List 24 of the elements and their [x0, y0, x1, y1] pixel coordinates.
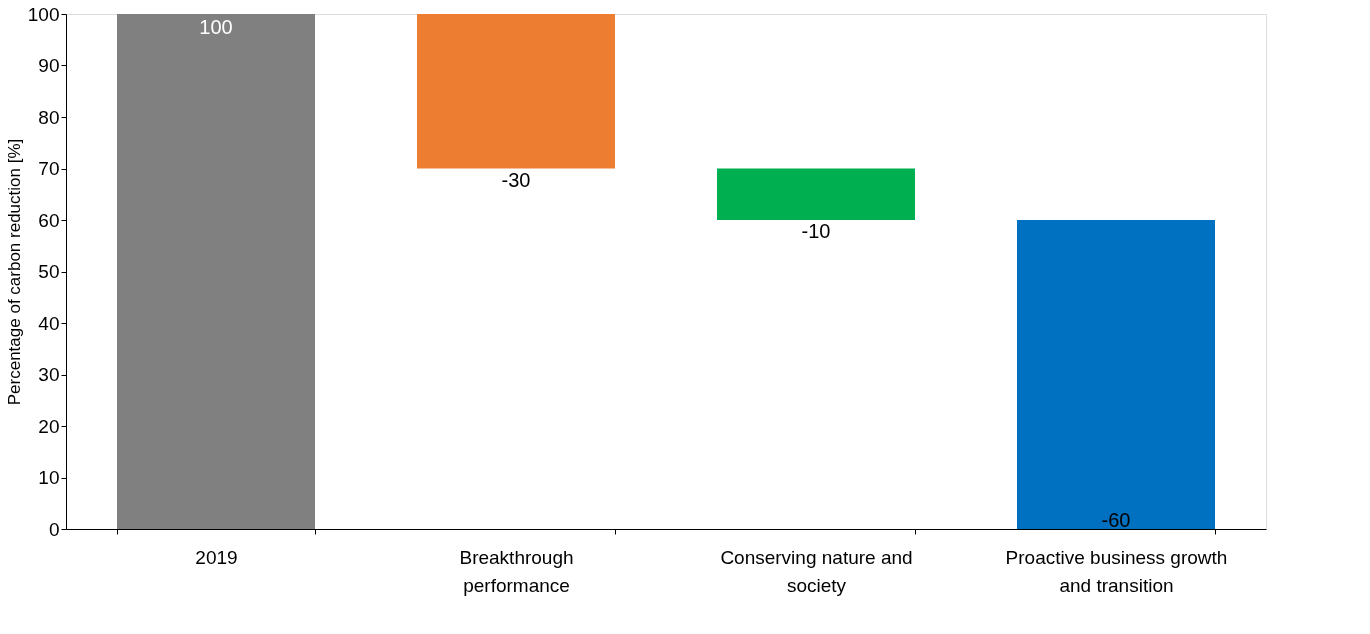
- y-tick-label: 30: [38, 364, 60, 385]
- x-tick-label: Conserving nature and society: [720, 546, 913, 596]
- y-tick-label: 60: [38, 209, 60, 231]
- x-tick-label: Proactive business growth and transition: [1005, 546, 1228, 596]
- y-tick-label: 80: [38, 106, 60, 128]
- y-tick-label: 20: [38, 415, 60, 437]
- bar: [1017, 220, 1215, 529]
- data-label: -60: [1101, 509, 1131, 531]
- y-tick-label: 10: [38, 467, 60, 488]
- y-tick-label: 70: [38, 158, 60, 179]
- y-tick-label: 0: [48, 518, 60, 540]
- y-axis-title: Percentage of carbon reduction [%]: [4, 138, 24, 406]
- data-label: -10: [801, 220, 831, 242]
- y-tick-label: 100: [27, 3, 60, 25]
- x-tick-label: Breakthrough performance: [459, 546, 574, 596]
- y-tick-label: 40: [38, 312, 60, 334]
- bar: [717, 168, 915, 220]
- y-tick-label: 90: [38, 55, 60, 76]
- bar: [417, 14, 615, 169]
- data-label: 100: [199, 16, 233, 38]
- bar: [117, 14, 315, 529]
- x-tick-label: 2019: [195, 546, 238, 568]
- y-tick-label: 50: [38, 261, 60, 282]
- data-label: -30: [501, 168, 531, 191]
